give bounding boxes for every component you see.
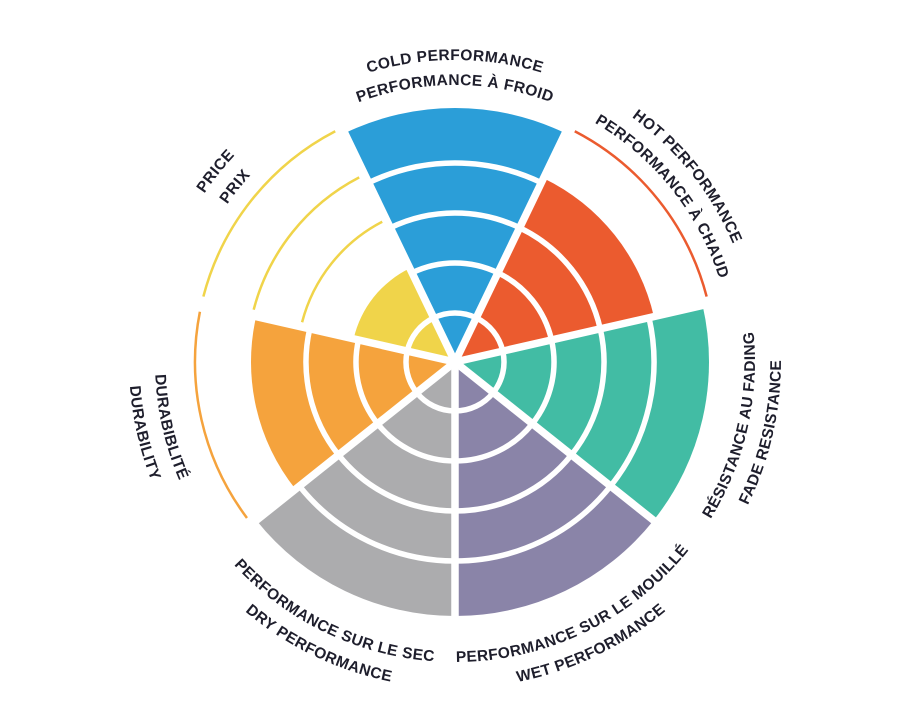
- sector-separator: [452, 359, 661, 528]
- sector-separator: [451, 126, 572, 364]
- sector-wedge-price: [353, 268, 455, 362]
- remaining-ring-arc-price-3: [300, 220, 383, 323]
- remaining-ring-arc-price-4: [252, 176, 360, 310]
- remaining-ring-arc-price-5: [202, 130, 336, 297]
- ring-gap-wet-2: [454, 421, 535, 464]
- ring-gap-cold-4: [367, 160, 543, 186]
- ring-gap-hot-2: [496, 270, 555, 341]
- ring-gap-dry-3: [336, 453, 456, 514]
- ring-gap-durability-3: [303, 328, 341, 457]
- ring-gap-dry-2: [375, 421, 456, 464]
- ring-gap-wet-3: [454, 453, 574, 514]
- ring-gap-fade-3: [569, 328, 607, 457]
- ring-gap-cold-3: [389, 210, 521, 231]
- ring-gap-wet-4: [454, 484, 613, 564]
- ring-gap-durability-2: [353, 339, 380, 426]
- remaining-ring-arc-durability-5: [193, 311, 248, 519]
- ring-gap-dry-4: [297, 484, 456, 564]
- sector-wedge-fade: [455, 305, 710, 521]
- remaining-ring-arc-hot-5: [574, 130, 708, 297]
- ring-gap-fade-2: [530, 339, 557, 426]
- sector-wedge-hot: [455, 178, 654, 362]
- sector-separator: [454, 300, 710, 366]
- sector-separator: [338, 126, 459, 364]
- ring-gap-hot-3: [518, 225, 603, 330]
- ring-gap-fade-4: [608, 317, 657, 488]
- ring-gap-cold-2: [410, 260, 500, 276]
- sector-separator: [200, 300, 456, 366]
- sector-separator: [249, 359, 458, 528]
